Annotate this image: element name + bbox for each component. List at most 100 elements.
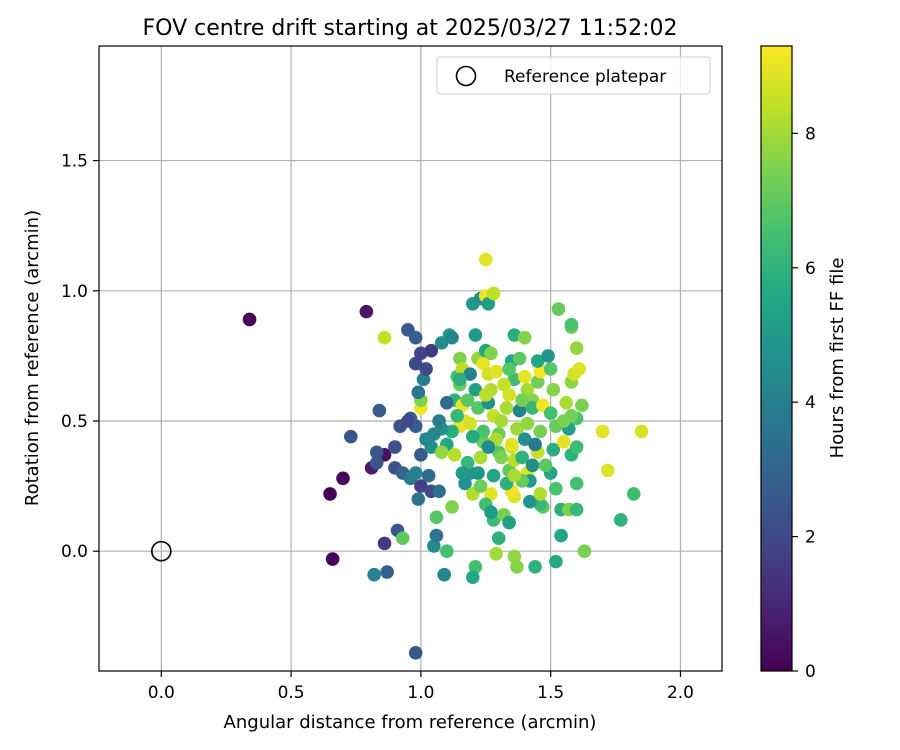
data-point xyxy=(468,382,483,397)
data-point xyxy=(484,346,498,361)
data-point xyxy=(600,463,615,478)
data-point xyxy=(440,395,454,410)
data-point xyxy=(414,448,428,462)
data-point xyxy=(569,502,584,517)
data-point xyxy=(517,432,532,447)
data-point xyxy=(414,479,428,493)
data-point xyxy=(549,554,563,569)
data-point xyxy=(595,424,610,439)
data-point xyxy=(502,388,516,402)
data-point xyxy=(530,354,545,368)
data-point xyxy=(478,388,493,402)
x-tick-label: 2.0 xyxy=(667,683,694,703)
data-point xyxy=(577,544,592,559)
data-point xyxy=(517,330,532,345)
data-point xyxy=(484,487,498,501)
y-tick-label: 1.0 xyxy=(61,282,88,302)
data-point xyxy=(242,312,257,327)
legend-box xyxy=(436,56,711,95)
data-point xyxy=(437,567,452,582)
data-point xyxy=(424,343,439,358)
data-point xyxy=(528,437,542,452)
data-point xyxy=(432,484,446,499)
x-axis-label: Angular distance from reference (arcmin) xyxy=(224,712,597,733)
data-point xyxy=(543,406,558,420)
data-point xyxy=(554,528,568,543)
data-point xyxy=(450,408,465,423)
data-point xyxy=(559,395,574,410)
data-point xyxy=(486,286,501,301)
data-point xyxy=(515,450,529,465)
data-point xyxy=(429,510,444,525)
data-point xyxy=(564,317,579,332)
data-point xyxy=(504,437,519,452)
data-point xyxy=(401,414,415,428)
y-tick-label: 0.0 xyxy=(61,542,88,562)
data-point xyxy=(494,450,509,465)
data-point xyxy=(445,424,459,439)
data-point xyxy=(556,414,571,428)
data-point xyxy=(549,481,563,496)
data-point xyxy=(502,515,516,530)
x-tick-label: 1.0 xyxy=(407,683,434,703)
data-point xyxy=(445,500,459,514)
data-point xyxy=(525,401,540,415)
data-point xyxy=(476,356,490,371)
legend: Reference platepar xyxy=(436,56,711,95)
data-point xyxy=(489,364,503,379)
data-point xyxy=(466,570,480,585)
data-point xyxy=(473,450,488,465)
y-tick-label: 0.5 xyxy=(61,412,88,432)
data-point xyxy=(494,414,509,428)
data-point xyxy=(533,497,548,512)
y-axis-label: Rotation from reference (arcmin) xyxy=(22,210,43,506)
data-point xyxy=(463,367,478,381)
data-point xyxy=(447,448,462,462)
data-point xyxy=(613,513,628,527)
data-point xyxy=(507,328,522,342)
data-point xyxy=(471,466,485,480)
legend-marker-hollow-circle xyxy=(455,65,477,87)
data-point xyxy=(408,356,423,371)
data-point xyxy=(533,364,548,379)
data-point xyxy=(473,479,488,493)
data-point xyxy=(455,466,470,480)
y-tick-label: 1.5 xyxy=(61,152,88,172)
colorbar-gradient xyxy=(760,45,793,672)
data-point xyxy=(569,341,584,355)
y-axis-ticks: 0.0 0.5 1.0 1.5 xyxy=(61,152,99,562)
data-point xyxy=(432,414,446,428)
data-point xyxy=(359,304,374,319)
data-point xyxy=(419,362,433,376)
data-points xyxy=(242,252,649,660)
data-point xyxy=(528,560,542,574)
data-point xyxy=(507,372,522,387)
data-point xyxy=(416,372,431,387)
data-point xyxy=(541,349,555,363)
data-point xyxy=(575,398,589,413)
data-point xyxy=(468,328,483,342)
data-point xyxy=(466,429,480,444)
data-point xyxy=(427,427,441,441)
data-point xyxy=(429,528,444,543)
colorbar-label: Hours from first FF file xyxy=(827,258,848,459)
data-point xyxy=(491,531,506,545)
data-point xyxy=(515,393,529,407)
data-point xyxy=(343,429,358,444)
plot-frame xyxy=(98,45,723,672)
data-point xyxy=(468,560,483,574)
data-point xyxy=(543,362,558,376)
data-point xyxy=(463,416,478,431)
data-point xyxy=(551,302,566,316)
data-point xyxy=(520,382,535,397)
data-point xyxy=(476,424,490,439)
data-point xyxy=(634,424,649,439)
data-point xyxy=(484,505,498,519)
grid xyxy=(99,46,722,671)
data-point xyxy=(408,466,423,480)
data-point xyxy=(427,539,441,553)
x-tick-label: 0.5 xyxy=(278,683,305,703)
data-point xyxy=(445,330,459,345)
data-point xyxy=(372,403,387,418)
